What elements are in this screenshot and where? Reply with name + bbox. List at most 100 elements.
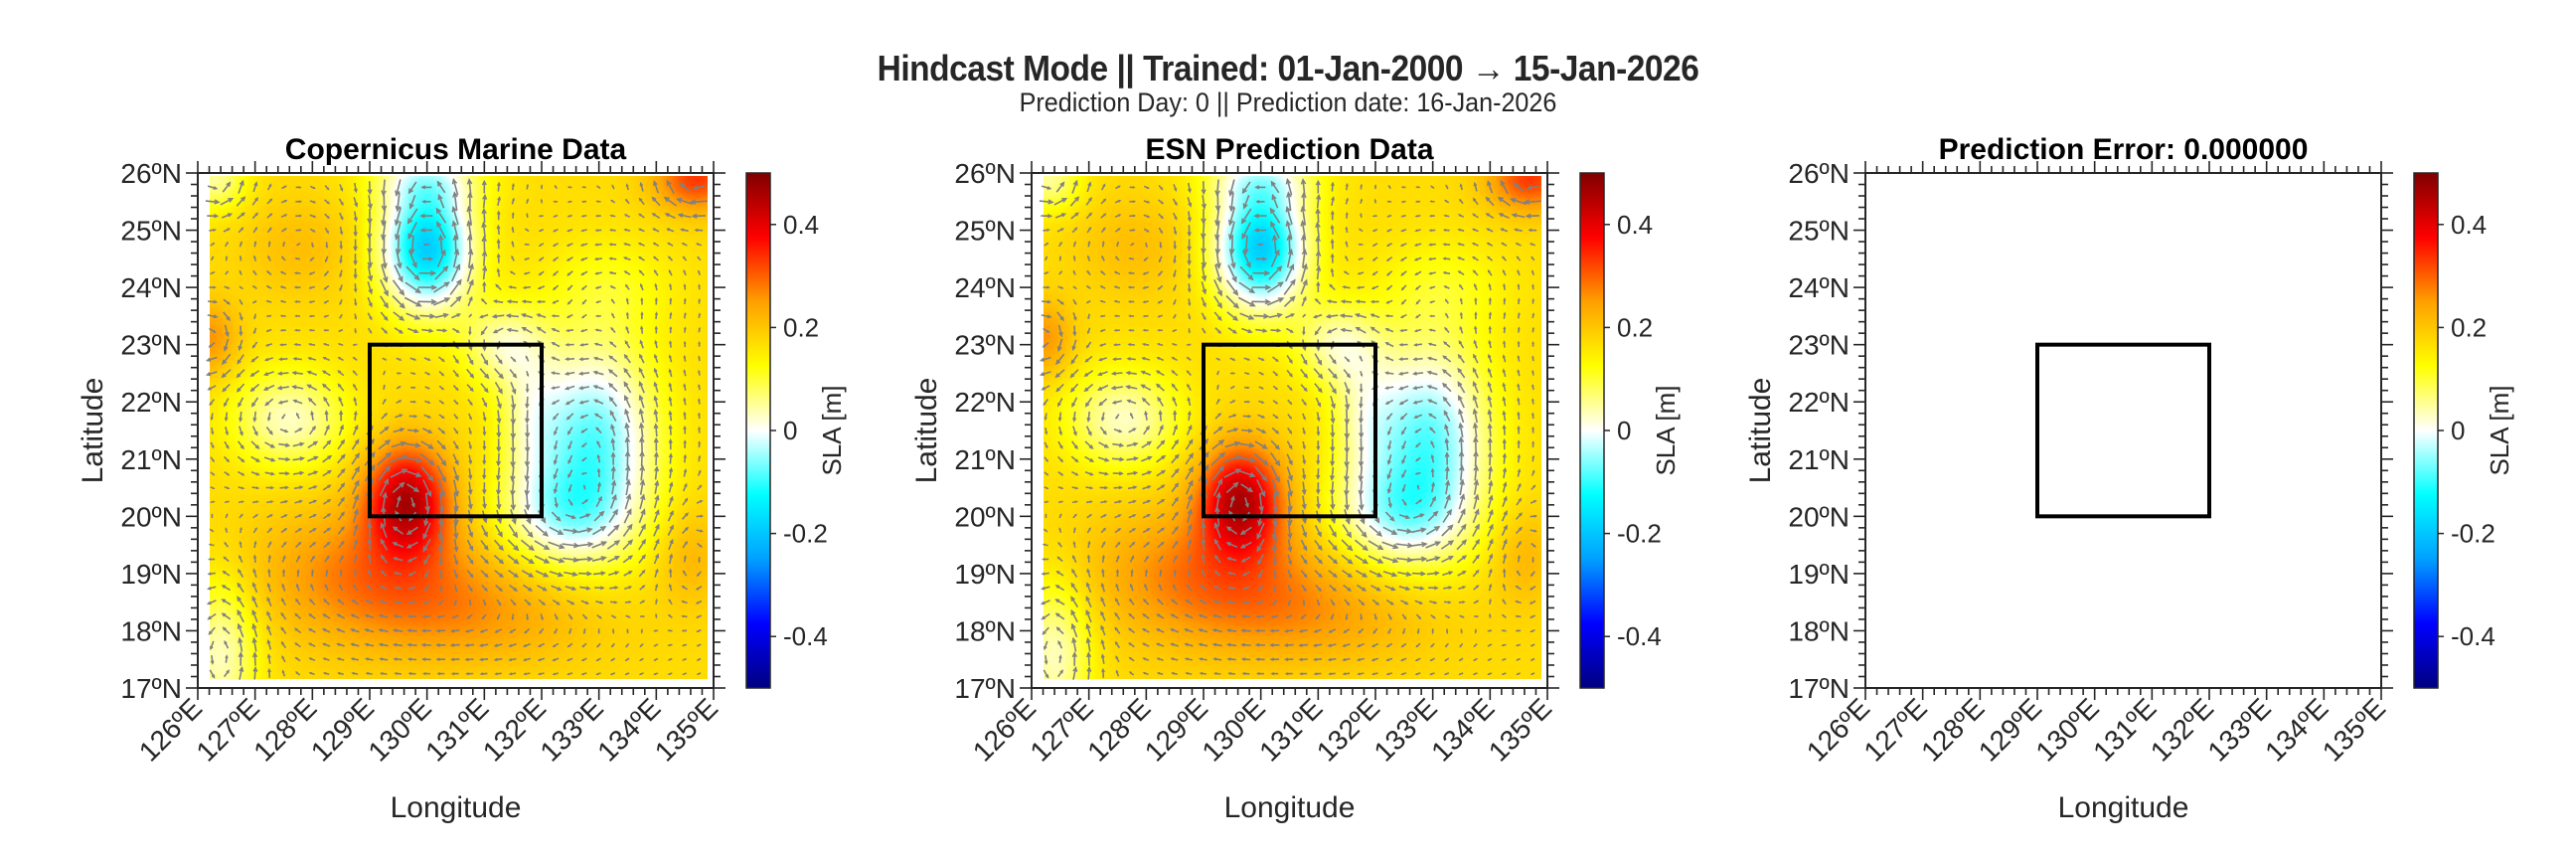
velocity-arrow xyxy=(1157,314,1163,318)
velocity-arrow xyxy=(419,452,435,466)
velocity-arrow xyxy=(1142,314,1149,318)
velocity-arrow xyxy=(1300,278,1308,295)
velocity-arrow xyxy=(1269,642,1280,647)
velocity-arrow xyxy=(567,469,573,479)
velocity-arrow xyxy=(622,539,634,551)
velocity-arrow xyxy=(1502,368,1507,378)
velocity-arrow xyxy=(566,427,573,435)
velocity-arrow xyxy=(1070,608,1078,623)
velocity-arrow xyxy=(1528,228,1537,233)
velocity-arrow xyxy=(1173,313,1177,320)
velocity-arrow xyxy=(424,386,430,390)
velocity-arrow xyxy=(552,256,560,261)
velocity-arrow xyxy=(624,339,631,349)
velocity-arrow xyxy=(1399,328,1408,333)
velocity-arrow xyxy=(292,456,306,461)
velocity-arrow xyxy=(623,381,632,394)
velocity-arrow xyxy=(553,228,559,233)
velocity-arrow xyxy=(525,494,531,511)
velocity-arrow xyxy=(1458,394,1465,409)
velocity-vectors xyxy=(205,177,708,680)
velocity-arrow xyxy=(655,598,658,605)
velocity-arrow xyxy=(496,396,502,410)
velocity-arrow xyxy=(239,554,243,563)
x-tick-label: 134ºE xyxy=(2259,692,2334,767)
velocity-arrow xyxy=(468,427,472,435)
velocity-arrow xyxy=(352,584,359,592)
velocity-arrow xyxy=(639,181,644,192)
velocity-arrow xyxy=(1368,570,1383,578)
velocity-arrow xyxy=(1240,556,1251,563)
velocity-arrow xyxy=(266,527,273,534)
velocity-arrow xyxy=(1287,523,1293,540)
colorbar-label: SLA [m] xyxy=(817,385,847,475)
velocity-arrow xyxy=(1517,297,1521,304)
velocity-arrow xyxy=(1385,672,1393,676)
velocity-arrow xyxy=(1444,451,1450,465)
velocity-arrow xyxy=(1287,554,1293,566)
velocity-arrow xyxy=(1158,184,1164,191)
velocity-arrow xyxy=(1360,198,1364,204)
velocity-arrow xyxy=(638,523,646,537)
velocity-arrow xyxy=(1429,185,1435,189)
velocity-arrow xyxy=(1502,396,1507,407)
velocity-arrow xyxy=(466,539,474,552)
velocity-arrow xyxy=(1200,222,1207,241)
velocity-arrow xyxy=(510,409,517,426)
velocity-arrow xyxy=(1085,285,1091,289)
velocity-arrow xyxy=(493,555,505,565)
velocity-arrow xyxy=(1459,614,1465,618)
velocity-arrow xyxy=(450,672,459,676)
velocity-arrow xyxy=(639,493,646,510)
velocity-arrow xyxy=(1243,235,1249,256)
velocity-arrow xyxy=(1039,356,1051,362)
velocity-arrow xyxy=(308,314,315,318)
velocity-arrow xyxy=(1345,197,1349,205)
velocity-arrow xyxy=(352,356,358,361)
velocity-arrow xyxy=(337,599,345,605)
velocity-arrow xyxy=(667,256,674,261)
velocity-arrow xyxy=(1430,613,1436,619)
velocity-arrow xyxy=(639,643,644,648)
velocity-arrow xyxy=(1226,613,1236,618)
velocity-arrow xyxy=(323,527,332,534)
y-tick-label: 21ºN xyxy=(1788,444,1850,475)
velocity-arrow xyxy=(264,471,275,476)
velocity-arrow xyxy=(437,193,445,209)
velocity-arrow xyxy=(365,671,373,675)
velocity-arrow xyxy=(696,500,704,504)
velocity-arrow xyxy=(1098,398,1108,407)
velocity-arrow xyxy=(308,485,318,490)
velocity-arrow xyxy=(1531,355,1534,362)
velocity-arrow xyxy=(581,642,587,648)
velocity-arrow xyxy=(1188,328,1191,334)
velocity-arrow xyxy=(1240,614,1251,618)
velocity-arrow xyxy=(1057,486,1064,490)
velocity-arrow xyxy=(608,355,618,363)
velocity-arrow xyxy=(1271,234,1278,254)
velocity-arrow xyxy=(1316,599,1321,606)
y-tick-label: 24ºN xyxy=(954,272,1016,303)
velocity-arrow xyxy=(1157,270,1164,277)
velocity-arrow xyxy=(451,614,459,619)
velocity-arrow xyxy=(238,568,244,579)
velocity-arrow xyxy=(278,442,291,447)
velocity-arrow xyxy=(1300,570,1308,579)
velocity-arrow xyxy=(354,328,357,334)
velocity-arrow xyxy=(1458,435,1465,452)
velocity-arrow xyxy=(1215,357,1221,361)
velocity-arrow xyxy=(353,539,359,550)
velocity-arrow xyxy=(422,538,431,553)
velocity-arrow xyxy=(595,427,602,434)
velocity-arrow xyxy=(221,599,232,605)
velocity-arrow xyxy=(1229,386,1235,390)
velocity-arrow xyxy=(554,184,558,190)
velocity-arrow xyxy=(1357,258,1364,260)
velocity-arrow xyxy=(1316,280,1321,293)
velocity-arrow xyxy=(1212,477,1223,497)
velocity-arrow xyxy=(293,627,302,634)
velocity-arrow xyxy=(1072,665,1078,680)
velocity-arrow xyxy=(1127,343,1135,347)
velocity-arrow xyxy=(308,271,315,275)
velocity-arrow xyxy=(1214,412,1222,420)
